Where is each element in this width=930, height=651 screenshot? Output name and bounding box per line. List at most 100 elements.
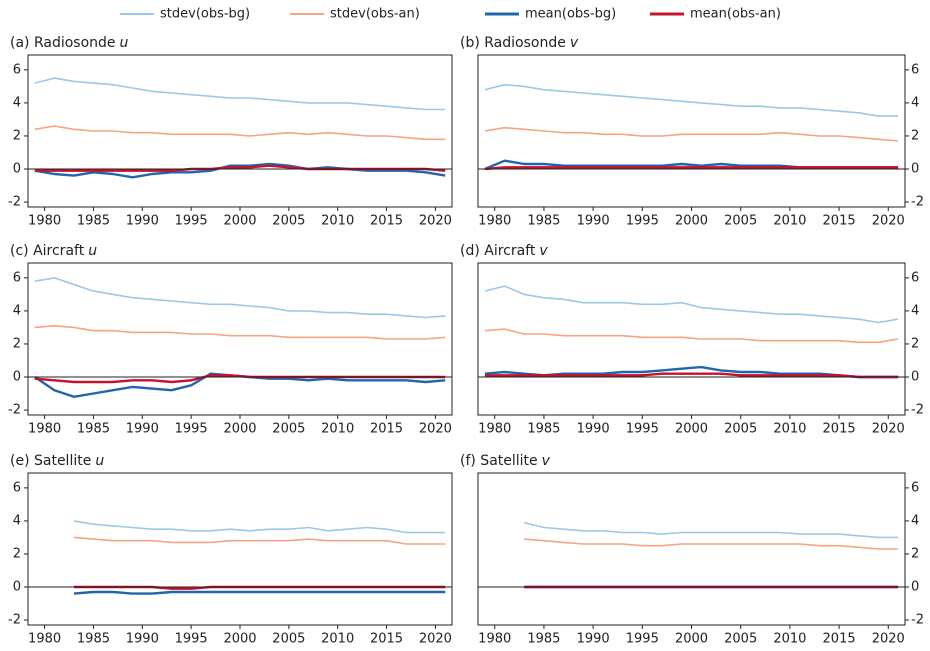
x-tick-label: 2010 (773, 214, 806, 229)
x-tick-label: 1990 (126, 632, 159, 647)
y-tick-label: 4 (911, 95, 919, 110)
panel-title: (c) Aircraft u (10, 243, 97, 259)
plot-frame (27, 54, 453, 208)
x-tick-label: 2005 (272, 422, 305, 437)
x-tick-label: 2015 (370, 422, 403, 437)
y-tick-label: 4 (911, 303, 919, 318)
x-tick-label: 1980 (28, 632, 61, 647)
x-tick-label: 1990 (126, 214, 159, 229)
y-tick-label: 0 (911, 370, 919, 385)
panel-title-variable: u (88, 243, 97, 259)
plot-frame (27, 262, 453, 416)
x-tick-label: 1985 (77, 632, 110, 647)
panel-title-text: (a) Radiosonde (10, 35, 116, 51)
series-line (484, 328, 899, 344)
x-tick-label: 2005 (724, 632, 757, 647)
x-tick-label: 2000 (675, 632, 708, 647)
y-tick-label: -2 (911, 613, 924, 628)
y-tick-label: 4 (13, 513, 21, 528)
plot-frame (477, 54, 906, 208)
legend-label: stdev(obs-an) (330, 7, 420, 22)
x-tick-label: 1990 (126, 422, 159, 437)
x-tick-label: 2020 (419, 422, 452, 437)
y-tick-label: 6 (13, 62, 21, 77)
plot-frame (477, 472, 906, 626)
series-line (73, 536, 446, 545)
y-tick-label: 2 (911, 128, 919, 143)
y-tick-label: 4 (911, 513, 919, 528)
x-tick-label: 1990 (577, 632, 610, 647)
x-tick-label: 2010 (321, 632, 354, 647)
series-line (34, 77, 446, 111)
panel-title-variable: v (539, 243, 548, 259)
y-tick-label: 6 (911, 480, 919, 495)
series-line (484, 83, 899, 117)
y-tick-label: 0 (13, 370, 21, 385)
x-tick-label: 1995 (175, 632, 208, 647)
x-tick-label: 1985 (77, 422, 110, 437)
y-tick-label: 2 (911, 546, 919, 561)
y-tick-label: -2 (8, 195, 21, 210)
x-tick-label: 2005 (272, 214, 305, 229)
series-line (524, 521, 899, 539)
x-tick-label: 2000 (223, 422, 256, 437)
x-tick-label: 2010 (321, 422, 354, 437)
y-tick-label: 2 (13, 546, 21, 561)
panel-title-variable: u (95, 453, 104, 469)
plot-frame (27, 472, 453, 626)
series-line (484, 285, 899, 324)
x-tick-label: 2010 (773, 632, 806, 647)
x-tick-label: 1995 (626, 632, 659, 647)
panel-title: (b) Radiosonde v (460, 35, 579, 51)
x-tick-label: 2005 (724, 214, 757, 229)
x-tick-label: 2005 (724, 422, 757, 437)
x-tick-label: 1990 (577, 214, 610, 229)
panel-title: (e) Satellite u (10, 453, 104, 469)
panel-title-text: (b) Radiosonde (460, 35, 566, 51)
x-tick-label: 1985 (527, 632, 560, 647)
series-line (73, 520, 446, 534)
legend-label: mean(obs-bg) (525, 7, 616, 22)
x-tick-label: 2010 (321, 214, 354, 229)
x-tick-label: 2000 (675, 214, 708, 229)
x-tick-label: 1995 (626, 214, 659, 229)
panel-title-text: (c) Aircraft (10, 243, 85, 259)
x-tick-label: 2015 (823, 422, 856, 437)
series-line (524, 538, 899, 550)
x-tick-label: 2015 (370, 214, 403, 229)
x-tick-label: 2015 (823, 632, 856, 647)
y-tick-label: 0 (911, 162, 919, 177)
panel-title-text: (f) Satellite (460, 453, 538, 469)
panel-title-variable: u (120, 35, 129, 51)
y-tick-label: -2 (8, 403, 21, 418)
x-tick-label: 2000 (223, 632, 256, 647)
x-tick-label: 2015 (370, 632, 403, 647)
plot-frame (477, 262, 906, 416)
x-tick-label: 1980 (28, 214, 61, 229)
panel-title: (a) Radiosonde u (10, 35, 129, 51)
panel-title: (d) Aircraft v (460, 243, 548, 259)
panel-title-variable: v (542, 453, 551, 469)
panel-title-text: (d) Aircraft (460, 243, 536, 259)
series-line (34, 162, 446, 179)
x-tick-label: 1995 (175, 214, 208, 229)
series-line (73, 590, 446, 595)
y-tick-label: 6 (911, 62, 919, 77)
y-tick-label: 4 (13, 303, 21, 318)
y-tick-label: 0 (13, 162, 21, 177)
x-tick-label: 1995 (175, 422, 208, 437)
x-tick-label: 2020 (872, 632, 905, 647)
x-tick-label: 2020 (872, 422, 905, 437)
legend-label: mean(obs-an) (690, 7, 781, 22)
x-tick-label: 1980 (478, 214, 511, 229)
panel-title-text: (e) Satellite (10, 453, 91, 469)
y-tick-label: -2 (911, 403, 924, 418)
x-tick-label: 1985 (77, 214, 110, 229)
x-tick-label: 2020 (419, 632, 452, 647)
x-tick-label: 1995 (626, 422, 659, 437)
y-tick-label: 6 (911, 270, 919, 285)
y-tick-label: 2 (13, 336, 21, 351)
x-tick-label: 2005 (272, 632, 305, 647)
